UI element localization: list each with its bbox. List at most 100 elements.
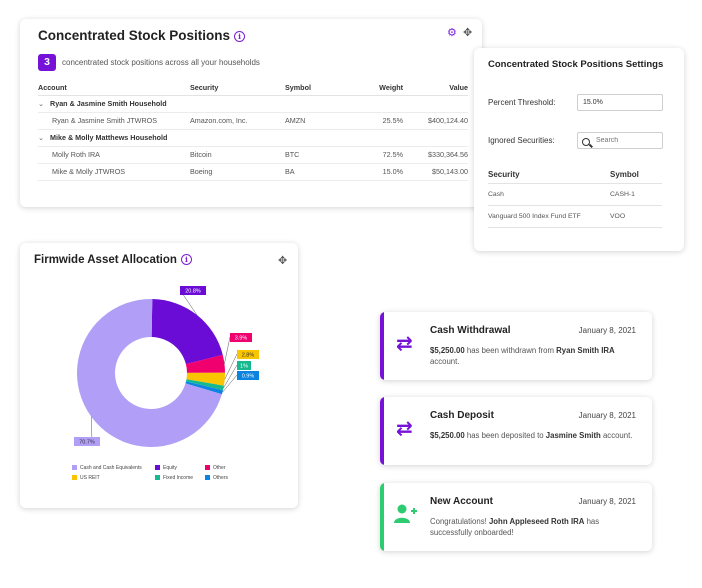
table-row[interactable]: Ryan & Jasmine Smith JTWROS Amazon.com, … — [38, 112, 468, 130]
data-label-box — [74, 437, 100, 446]
cell-symbol: BA — [285, 163, 345, 181]
ignored-label: Ignored Securities: — [488, 136, 555, 145]
move-icon[interactable]: ✥ — [463, 27, 473, 39]
legend-item[interactable]: Equity — [155, 465, 177, 471]
legend-swatch — [155, 465, 160, 470]
donut-slice-cash-and-cash-equivalents[interactable] — [77, 299, 222, 447]
legend-item[interactable]: Others — [205, 475, 228, 481]
legend-item[interactable]: Other — [205, 465, 226, 471]
notification-date: January 8, 2021 — [578, 326, 636, 335]
col-symbol[interactable]: Symbol — [285, 81, 345, 96]
positions-count-badge: 3 — [38, 54, 56, 71]
notification-title: Cash Withdrawal — [430, 325, 511, 336]
table-row[interactable]: Molly Roth IRA Bitcoin BTC 72.5% $330,36… — [38, 146, 468, 164]
data-label: 20.8% — [185, 289, 201, 295]
cell-value: $400,124.40 — [403, 112, 468, 130]
household-group-row[interactable]: ⌄ Mike & Molly Matthews Household — [38, 129, 468, 147]
notification-cash-deposit[interactable]: ⇄ Cash Deposit January 8, 2021 $5,250.00… — [380, 397, 652, 465]
data-label: 3.9% — [235, 336, 248, 342]
data-label: 1% — [240, 364, 248, 370]
legend-label: Others — [213, 475, 229, 481]
donut-slice-equity[interactable] — [151, 299, 223, 365]
legend-item[interactable]: Cash and Cash Equivalents — [72, 465, 142, 471]
account-name: John Appleseed Roth IRA — [488, 517, 585, 526]
cell-value: $50,143.00 — [403, 163, 468, 181]
data-label-leader — [224, 353, 238, 380]
cell-security: Amazon.com, Inc. — [190, 112, 285, 130]
legend-swatch — [205, 475, 210, 480]
threshold-label: Percent Threshold: — [488, 98, 556, 107]
accent-bar — [380, 397, 384, 465]
concentrated-positions-card: Concentrated Stock Positions i ⚙ ✥ 3 conc… — [20, 19, 482, 207]
cell-symbol: CASH-1 — [610, 191, 635, 198]
donut-chart: 20.8% 3.9% 2.8% 1% 0.9% 70.7% — [74, 286, 259, 447]
household-name: Mike & Molly Matthews Household — [50, 133, 168, 142]
info-icon[interactable]: i — [180, 254, 192, 265]
table-row[interactable]: Cash CASH-1 — [488, 184, 662, 206]
amount: $5,250.00 — [430, 431, 465, 440]
settings-card: Concentrated Stock Positions Settings Pe… — [474, 48, 684, 251]
positions-title: Concentrated Stock Positions i — [38, 28, 246, 43]
legend-swatch — [155, 475, 160, 480]
cell-weight: 15.0% — [345, 163, 403, 181]
chevron-down-icon[interactable]: ⌄ — [38, 99, 45, 108]
body-text: has successfully onboarded! — [430, 517, 600, 537]
gear-icon[interactable]: ⚙ — [447, 27, 457, 39]
data-label-box — [237, 361, 251, 370]
chevron-down-icon[interactable]: ⌄ — [38, 133, 45, 142]
col-security: Security — [488, 170, 520, 179]
notification-date: January 8, 2021 — [578, 497, 636, 506]
body-text: has been deposited to — [464, 431, 546, 440]
asset-allocation-card: Firmwide Asset Allocation i ✥ 20.8% 3.9% 2.… — [20, 243, 298, 508]
cell-weight: 72.5% — [345, 146, 403, 164]
cell-account: Molly Roth IRA — [38, 146, 190, 164]
data-label: 70.7% — [79, 440, 95, 446]
data-label-box — [230, 333, 252, 342]
household-group-row[interactable]: ⌄ Ryan & Jasmine Smith Household — [38, 95, 468, 113]
move-icon[interactable]: ✥ — [278, 255, 288, 267]
donut-slice-other[interactable] — [185, 354, 225, 373]
body-text: account. — [600, 431, 633, 440]
col-security[interactable]: Security — [190, 81, 285, 96]
legend-item[interactable]: Fixed Income — [155, 475, 193, 481]
cell-symbol: AMZN — [285, 112, 345, 130]
notification-cash-withdrawal[interactable]: ⇄ Cash Withdrawal January 8, 2021 $5,250… — [380, 312, 652, 380]
positions-table: Account Security Symbol Weight Value ⌄ Ry… — [38, 81, 468, 181]
donut-slice-fixed-income[interactable] — [186, 379, 224, 391]
table-row[interactable]: Vanguard 500 Index Fund ETF VOO — [488, 206, 662, 228]
account-name: Jasmine Smith — [545, 431, 601, 440]
legend-swatch — [72, 465, 77, 470]
account-name: Ryan Smith IRA — [556, 346, 615, 355]
transfer-icon: ⇄ — [396, 333, 413, 355]
threshold-input[interactable] — [577, 94, 663, 111]
legend-item[interactable]: US REIT — [72, 475, 100, 481]
info-icon[interactable]: i — [234, 31, 246, 42]
allocation-title: Firmwide Asset Allocation i — [34, 254, 192, 266]
notification-new-account[interactable]: New Account January 8, 2021 Congratulati… — [380, 483, 652, 551]
col-account[interactable]: Account — [38, 81, 190, 96]
donut-slice-us-reit[interactable] — [186, 372, 226, 386]
cell-security: Vanguard 500 Index Fund ETF — [488, 213, 581, 220]
notification-title: Cash Deposit — [430, 410, 494, 421]
col-weight[interactable]: Weight — [345, 81, 403, 96]
accent-bar — [380, 312, 384, 380]
search-input[interactable] — [577, 132, 663, 149]
donut-slice-others[interactable] — [185, 381, 223, 395]
settings-title: Concentrated Stock Positions Settings — [488, 59, 664, 70]
cell-value: $330,364.56 — [403, 146, 468, 164]
allocation-title-text: Firmwide Asset Allocation — [34, 254, 177, 266]
cell-security: Cash — [488, 191, 504, 198]
cell-account: Ryan & Jasmine Smith JTWROS — [38, 112, 190, 130]
data-label-leader — [224, 336, 231, 364]
legend-swatch — [72, 475, 77, 480]
notification-date: January 8, 2021 — [578, 411, 636, 420]
ignored-table-header: Security Symbol — [488, 170, 662, 184]
cell-weight: 25.5% — [345, 112, 403, 130]
col-value[interactable]: Value — [403, 81, 468, 96]
notification-body: $5,250.00 has been deposited to Jasmine … — [430, 430, 640, 441]
positions-title-text: Concentrated Stock Positions — [38, 28, 231, 43]
notification-body: Congratulations! John Appleseed Roth IRA… — [430, 516, 640, 538]
data-label-box — [180, 286, 206, 295]
table-row[interactable]: Mike & Molly JTWROS Boeing BA 15.0% $50,… — [38, 163, 468, 181]
data-label: 2.8% — [242, 353, 255, 359]
